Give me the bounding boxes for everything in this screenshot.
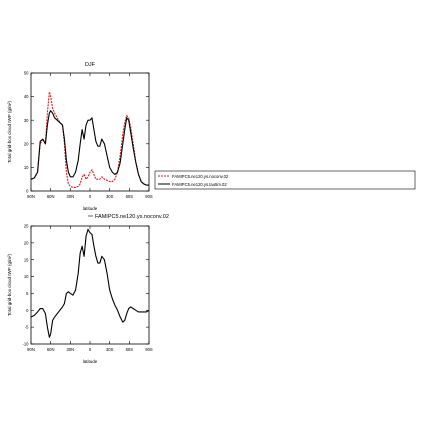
x-tick-label: 30N bbox=[66, 347, 74, 352]
y-axis: 0 10 20 30 40 50 bbox=[24, 71, 149, 194]
legend-box bbox=[154, 170, 416, 190]
y-tick-label: -5 bbox=[25, 325, 29, 330]
y-tick-label: 15 bbox=[24, 257, 29, 262]
x-tick-label: 30N bbox=[66, 194, 74, 199]
y-tick-label: 0 bbox=[26, 308, 29, 313]
x-tick-label: 90N bbox=[27, 347, 35, 352]
x-tick-label: 0 bbox=[89, 194, 92, 199]
y-tick-label: 50 bbox=[24, 71, 29, 76]
y-axis-label: Total grid-box cloud IWP (g/m²) bbox=[7, 101, 12, 163]
x-tick-label: 60S bbox=[126, 347, 134, 352]
y-tick-label: 0 bbox=[26, 189, 29, 194]
top-panel-iwp-djf: DJF 90N 60N 30N 0 30S 60S 90S 0 10 20 30 40 50 lati… bbox=[7, 62, 153, 211]
y-tick-label: 20 bbox=[24, 240, 29, 245]
x-axis: 90N 60N 30N 0 30S 60S 90S bbox=[27, 226, 153, 352]
x-tick-label: 60S bbox=[126, 194, 134, 199]
data-lines bbox=[30, 91, 149, 189]
plot-frame bbox=[30, 225, 150, 345]
y-tick-label: 40 bbox=[24, 94, 29, 99]
x-tick-label: 30S bbox=[106, 194, 114, 199]
y-tick-label: 25 bbox=[24, 224, 29, 229]
x-axis: 90N 60N 30N 0 30S 60S 90S bbox=[27, 73, 153, 199]
x-tick-label: 30S bbox=[106, 347, 114, 352]
y-tick-label: -10 bbox=[22, 342, 29, 347]
y-tick-label: 5 bbox=[26, 291, 29, 296]
x-tick-label: 60N bbox=[47, 194, 55, 199]
x-tick-label: 60N bbox=[47, 347, 55, 352]
panel-title: FAMIPC5.ne120.ys.noconv.02 bbox=[95, 214, 169, 220]
bottom-panel-iwp-difference: FAMIPC5.ne120.ys.noconv.02 90N 60N 30N 0 30S… bbox=[7, 214, 169, 364]
x-tick-label: 90N bbox=[27, 194, 35, 199]
x-tick-label: 0 bbox=[89, 347, 92, 352]
y-tick-label: 30 bbox=[24, 118, 29, 123]
y-axis: -10 -5 0 5 10 15 20 25 bbox=[22, 224, 149, 347]
series-line-0 bbox=[30, 91, 149, 189]
series-line-1 bbox=[30, 110, 149, 186]
legend-label-noconv: FAMIPC5.ne120.ys.noconv.02 bbox=[172, 174, 229, 179]
y-axis-label: Total grid-box cloud IWP (g/m²) bbox=[7, 254, 12, 316]
y-tick-label: 10 bbox=[24, 274, 29, 279]
series-line-0 bbox=[30, 228, 150, 338]
legend-label-tau5m: FAMIPC5.ne120.ys.tau5m.02 bbox=[172, 182, 227, 187]
y-tick-label: 10 bbox=[24, 165, 29, 170]
data-lines bbox=[30, 228, 150, 338]
x-axis-label: latitude bbox=[83, 359, 98, 364]
y-tick-label: 20 bbox=[24, 141, 29, 146]
x-tick-label: 90S bbox=[145, 347, 153, 352]
legend: FAMIPC5.ne120.ys.noconv.02 FAMIPC5.ne120… bbox=[154, 170, 416, 190]
x-tick-label: 90S bbox=[145, 194, 153, 199]
panel-title: DJF bbox=[85, 62, 96, 68]
x-axis-label: latitude bbox=[83, 206, 98, 211]
